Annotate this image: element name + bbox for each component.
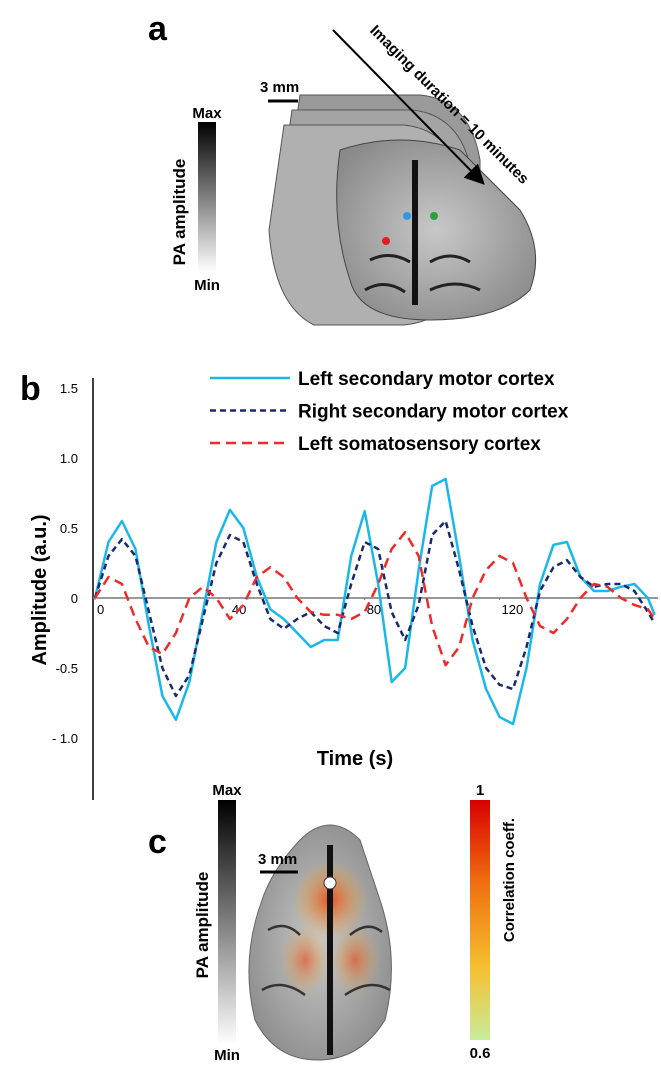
x-axis-title: Time (s) <box>317 748 393 770</box>
scale-bar-label: 3 mm <box>258 851 297 868</box>
panel-label: a <box>148 10 168 48</box>
colorbar-title: PA amplitude <box>193 872 212 979</box>
colorbar-max: Max <box>212 782 242 799</box>
brain-stack <box>268 94 537 326</box>
legend-label: Left secondary motor cortex <box>298 369 555 390</box>
colorbar-min: Min <box>194 277 220 294</box>
y-tick-label: 1.0 <box>60 451 78 466</box>
y-axis-title: Amplitude (a.u.) <box>29 514 51 665</box>
y-tick-label: 1.5 <box>60 381 78 396</box>
colorbar-max: 1 <box>476 782 484 799</box>
panel-label: c <box>148 823 167 861</box>
arrow <box>332 29 485 185</box>
y-tick-label: - 1.0 <box>52 731 78 746</box>
panel-label: b <box>20 370 41 408</box>
colorbar-title: PA amplitude <box>170 159 189 266</box>
x-tick-label: 80 <box>367 602 381 617</box>
scale-bar-label: 3 mm <box>260 79 299 96</box>
legend-label: Right secondary motor cortex <box>298 402 569 423</box>
y-tick-label: 0.5 <box>60 521 78 536</box>
series-line <box>93 519 656 698</box>
y-tick-label: 0 <box>71 591 78 606</box>
colorbar-max: Max <box>192 105 222 122</box>
colorbar-title: Correlation coeff. <box>501 818 518 942</box>
series-line <box>93 477 656 726</box>
x-tick-label: 0 <box>97 602 104 617</box>
colorbar <box>198 122 216 272</box>
colorbar-min: 0.6 <box>470 1045 491 1062</box>
series-line <box>93 530 656 667</box>
x-tick-label: 120 <box>502 602 524 617</box>
y-tick-label: -0.5 <box>56 661 78 676</box>
colorbar-min: Min <box>214 1047 240 1064</box>
brain-map <box>248 824 392 1061</box>
colorbar <box>218 800 236 1045</box>
legend-label: Left somatosensory cortex <box>298 434 541 455</box>
correlation-colorbar <box>470 800 490 1040</box>
